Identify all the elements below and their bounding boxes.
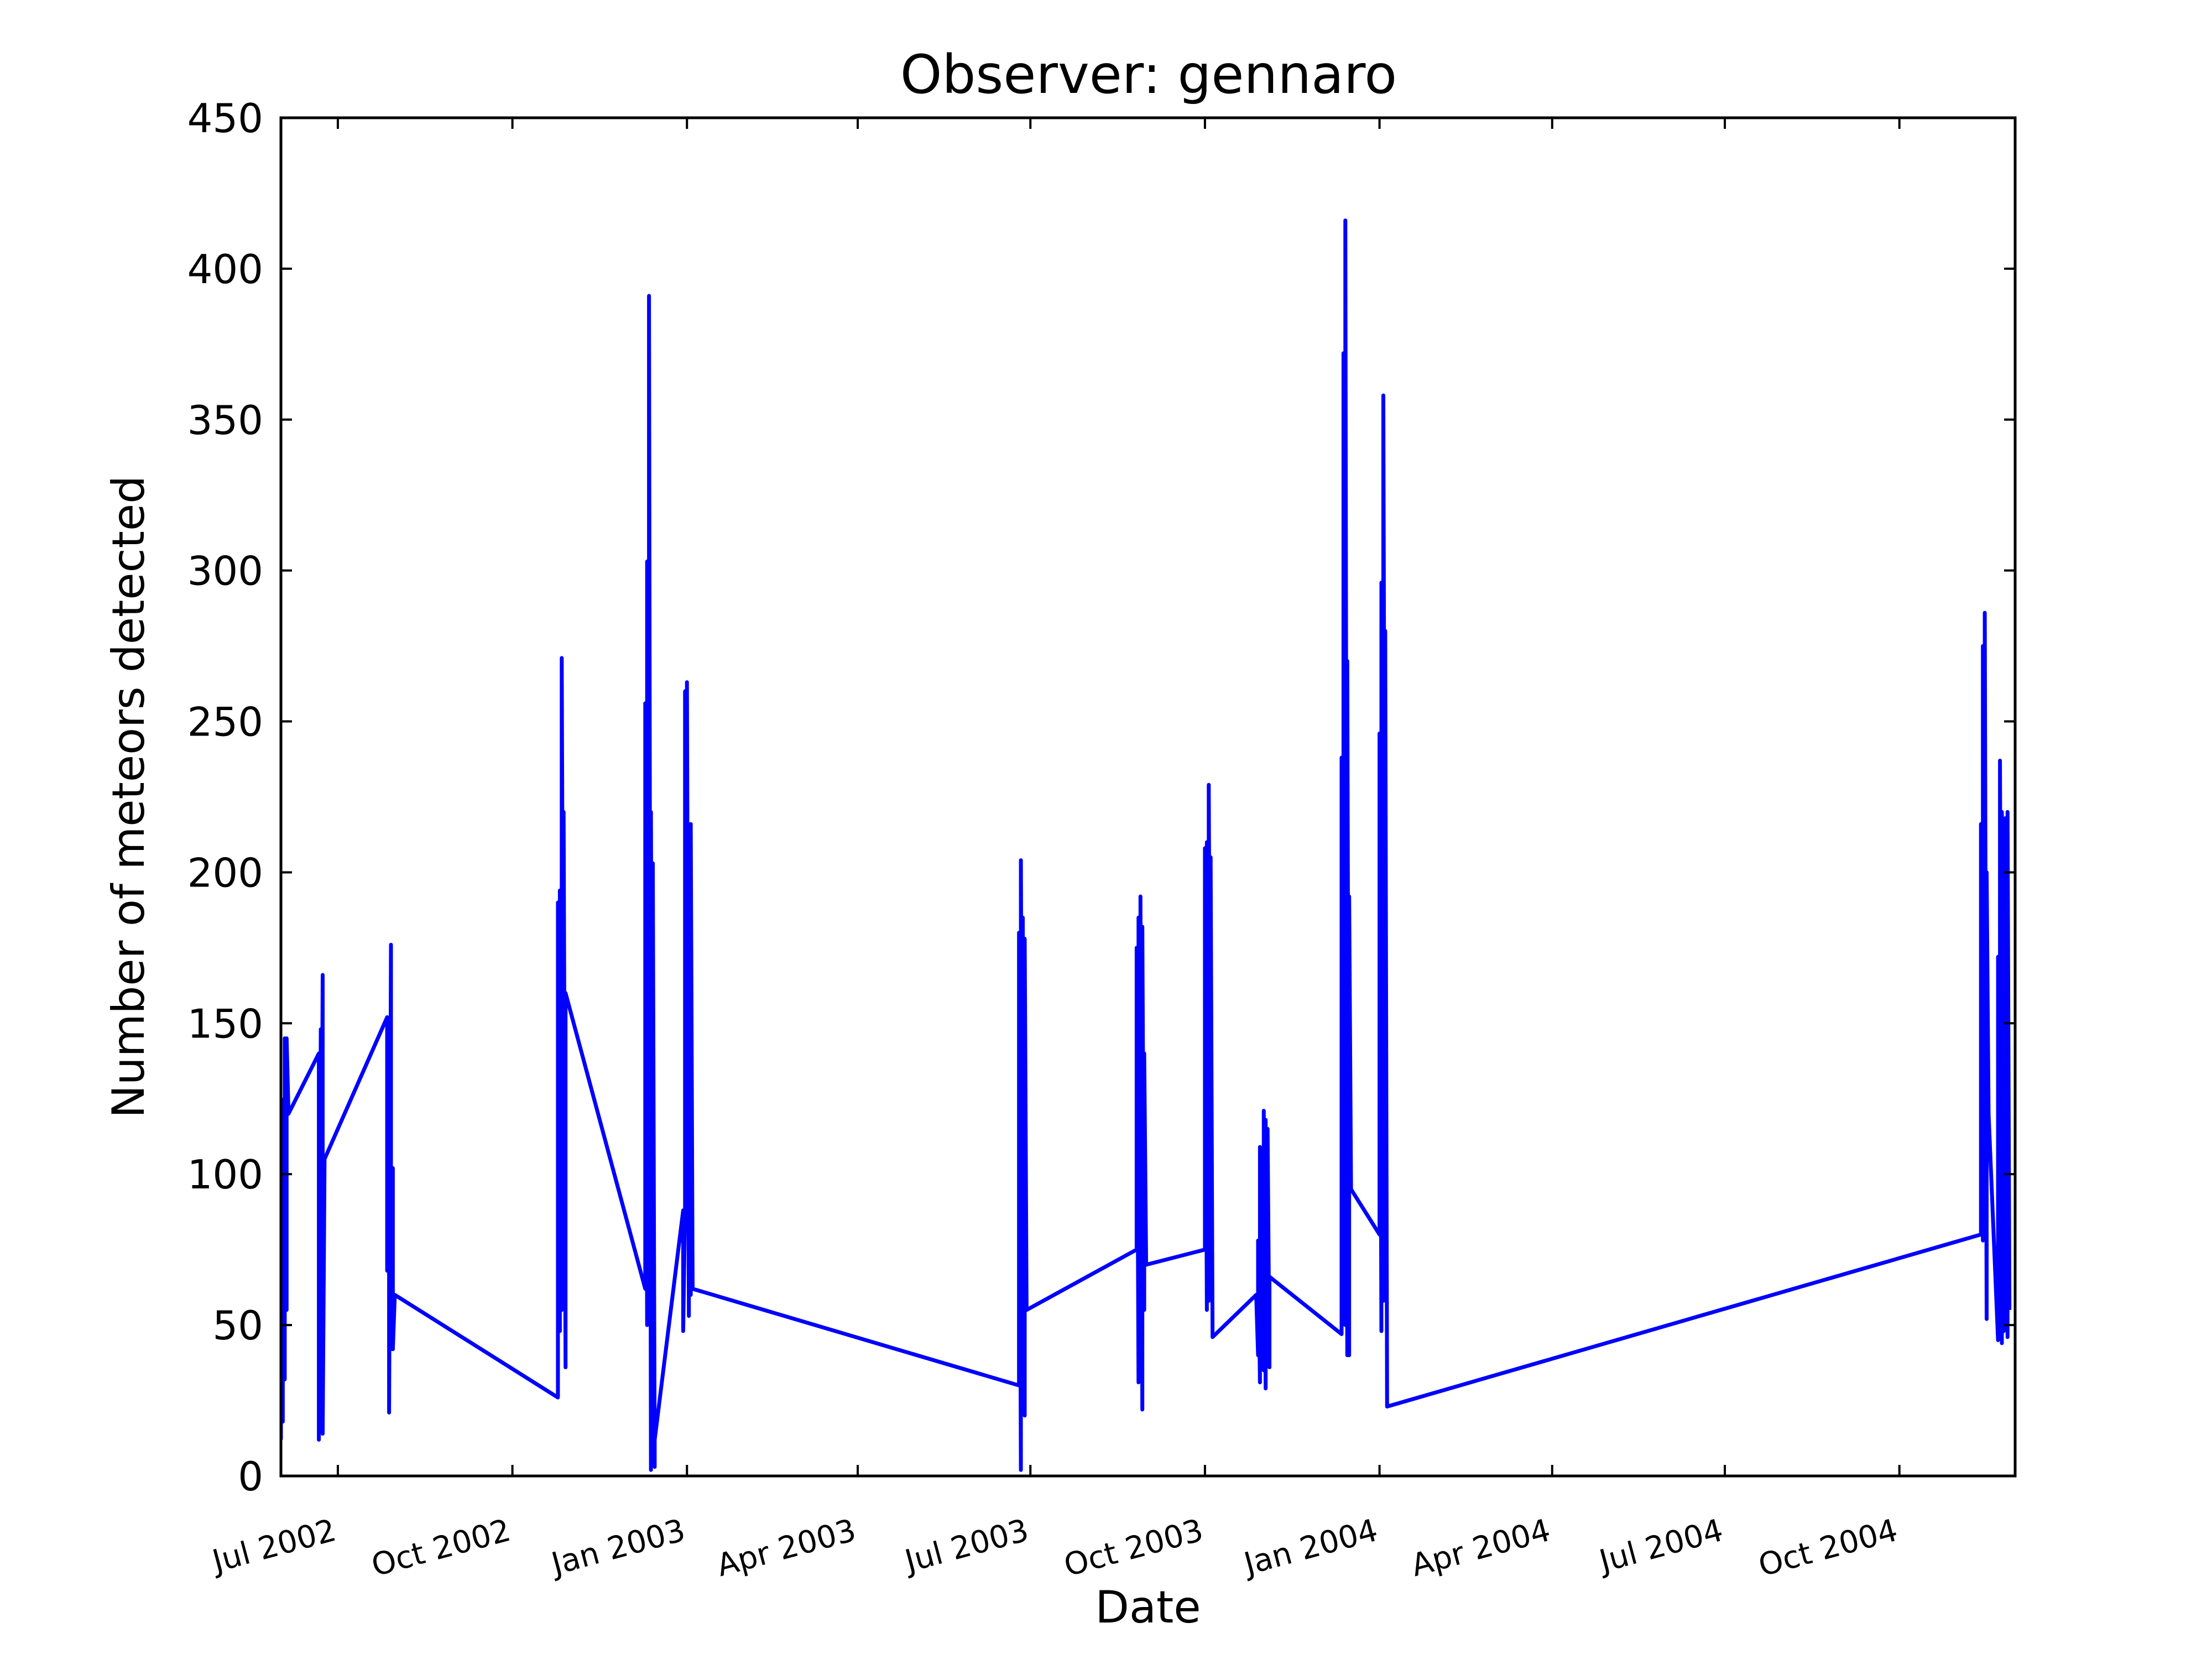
series-line	[281, 218, 2012, 1472]
plot-area	[281, 218, 2012, 1472]
y-tick-label: 150	[187, 1000, 263, 1047]
y-tick-label: 450	[187, 95, 263, 142]
y-axis-label: Number of meteors detected	[103, 476, 154, 1118]
y-tick-label: 50	[212, 1302, 263, 1349]
y-tick-label: 400	[187, 246, 263, 293]
y-tick-label: 100	[187, 1151, 263, 1198]
y-tick-label: 0	[238, 1453, 263, 1500]
y-tick-label: 200	[187, 849, 263, 896]
plot-frame	[279, 116, 2017, 1478]
chart-title: Observer: gennaro	[900, 44, 1397, 106]
y-tick-label: 300	[187, 548, 263, 594]
y-tick-label: 350	[187, 397, 263, 444]
y-tick-label: 250	[187, 699, 263, 745]
y-axis: 0 50 100 150 200 250 300 350 400 450	[187, 95, 2015, 1500]
x-axis-label: Date	[1095, 1582, 1201, 1633]
